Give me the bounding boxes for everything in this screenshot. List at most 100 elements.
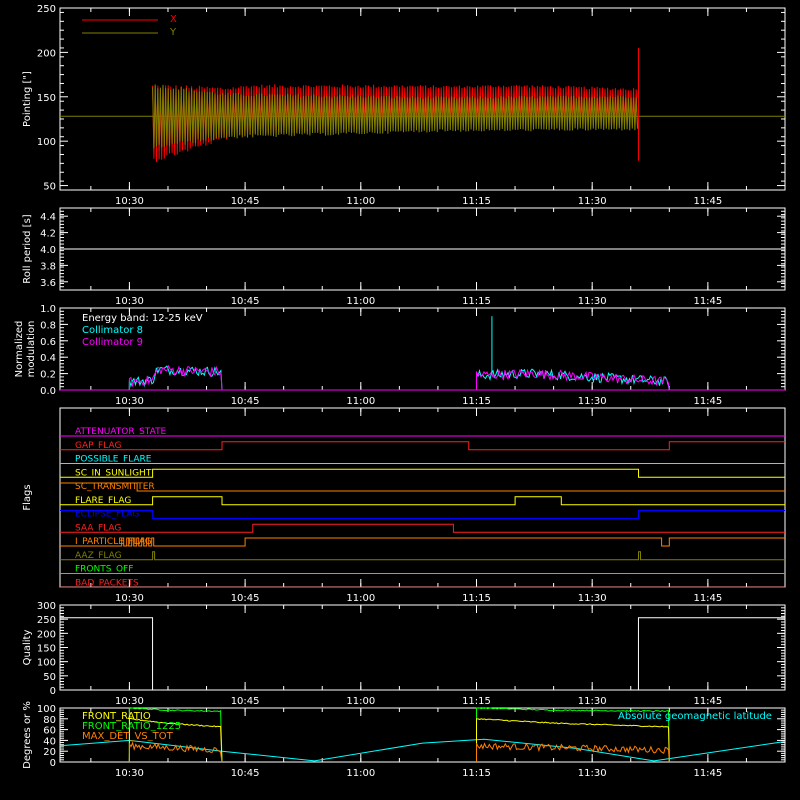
flag-row-sc_in_sunlight: SC_IN_SUNLIGHT — [60, 468, 785, 478]
geo-ratio-series-2 — [128, 741, 670, 763]
flags-xtick-2: 11:00 — [346, 593, 375, 604]
modulation-ytick-1: 0.2 — [40, 370, 56, 381]
quality-ylabel: Quality — [22, 630, 33, 666]
pointing-xtick-4: 11:30 — [578, 196, 607, 207]
geo-ratio-series-1 — [128, 718, 670, 763]
roll-xtick-3: 11:15 — [462, 296, 491, 307]
roll-xtick-5: 11:45 — [693, 296, 722, 307]
modulation-ylabel: modulation — [26, 321, 37, 378]
modulation-xtick-0: 10:30 — [115, 396, 144, 407]
pointing-xtick-5: 11:45 — [693, 196, 722, 207]
flag-row-bad_packets: BAD_PACKETS — [60, 578, 785, 588]
modulation-ytick-4: 0.8 — [40, 320, 56, 331]
pointing-xtick-0: 10:30 — [115, 196, 144, 207]
pointing-ylabel: Pointing ["] — [22, 71, 33, 127]
geo-ratio-series-0 — [128, 707, 670, 763]
flag-label-sc_in_sunlight: SC_IN_SUNLIGHT — [75, 468, 152, 478]
flag-label-bad_packets: BAD_PACKETS — [75, 578, 139, 588]
geo-ytick-2: 40 — [43, 736, 56, 747]
quality-ytick-0: 0 — [50, 686, 56, 697]
flag-label-gap_flag: GAP_FLAG — [75, 441, 121, 451]
geo-legend-2: MAX_DET_VS_TOT — [82, 731, 174, 742]
pointing-ytick-3: 200 — [37, 48, 56, 59]
flag-label-sc_transmitter: SC_TRANSMITTER — [75, 482, 155, 492]
modulation-ytick-5: 1.0 — [40, 304, 56, 315]
geo-frame — [59, 707, 786, 763]
quality-ytick-1: 50 — [43, 672, 56, 683]
quality-xtick-2: 11:00 — [346, 696, 375, 707]
pointing-ytick-2: 150 — [37, 93, 56, 104]
modulation-legend-1: Collimator 8 — [82, 325, 143, 336]
geo-ytick-3: 60 — [43, 726, 56, 737]
modulation-legend-0: Energy band: 12-25 keV — [82, 313, 203, 324]
flags-xtick-4: 11:30 — [578, 593, 607, 604]
quality-xtick-1: 10:45 — [231, 696, 260, 707]
geo-ylabel: Degrees or % — [22, 701, 33, 769]
geo-latitude-line — [59, 738, 786, 762]
pointing-frame — [59, 7, 786, 191]
pointing-ytick-4: 250 — [37, 4, 56, 15]
roll-xtick-2: 11:00 — [346, 296, 375, 307]
quality-ytick-5: 250 — [37, 615, 56, 626]
roll-ytick-2: 4.0 — [40, 245, 56, 256]
pointing-xtick-1: 10:45 — [231, 196, 260, 207]
roll-ytick-0: 3.6 — [40, 278, 56, 289]
flag-label-attenuator_state: ATTENUATOR_STATE — [75, 427, 167, 437]
roll-ytick-4: 4.4 — [40, 212, 56, 223]
geo-ytick-5: 100 — [37, 704, 56, 715]
geo-legend-1: FRONT_RATIO_1225 — [82, 721, 181, 732]
pointing-legend-X: X — [170, 14, 177, 25]
flag-label-i_particle_flag: I_PARTICLE_FLAG — [75, 537, 152, 547]
flag-label-possible_flare: POSSIBLE_FLARE — [75, 455, 152, 465]
geo-legend-0: FRONT_RATIO — [82, 711, 151, 722]
pointing-ytick-0: 50 — [43, 182, 56, 193]
modulation-xtick-2: 11:00 — [346, 396, 375, 407]
quality-ytick-4: 200 — [37, 629, 56, 640]
modulation-xtick-4: 11:30 — [578, 396, 607, 407]
modulation-series-collimator-9 — [128, 364, 670, 391]
roll-ytick-3: 4.2 — [40, 229, 56, 240]
geo-xtick-4: 11:30 — [578, 768, 607, 779]
geo-xtick-1: 10:45 — [231, 768, 260, 779]
modulation-xtick-5: 11:45 — [693, 396, 722, 407]
flag-row-sc_transmitter: SC_TRANSMITTER — [60, 482, 785, 492]
roll-ytick-1: 3.8 — [40, 261, 56, 272]
flag-label-flare_flag: FLARE_FLAG — [75, 496, 131, 506]
flag-label-saa_flag: SAA_FLAG — [75, 523, 121, 533]
pointing-xtick-3: 11:15 — [462, 196, 491, 207]
geo-xtick-0: 10:30 — [115, 768, 144, 779]
flag-row-saa_flag: SAA_FLAG — [60, 523, 785, 533]
quality-xtick-0: 10:30 — [115, 696, 144, 707]
flag-label-eclipse_flag: ECLIPSE_FLAG — [75, 510, 139, 520]
flags-xtick-5: 11:45 — [693, 593, 722, 604]
pointing-series-Y — [152, 84, 638, 149]
quality-ytick-6: 300 — [37, 601, 56, 612]
pointing-xtick-2: 11:00 — [346, 196, 375, 207]
flag-label-fronts_off: FRONTS_OFF — [75, 565, 133, 575]
roll-xtick-0: 10:30 — [115, 296, 144, 307]
modulation-ytick-2: 0.4 — [40, 353, 56, 364]
flags-panel: 10:30 10:45 11:00 11:15 11:30 11:45 Flags ATTEN… — [22, 407, 786, 604]
quality-xtick-4: 11:30 — [578, 696, 607, 707]
pointing-panel: 10:30 10:45 11:00 11:15 11:30 11:45 50 100 150 20… — [22, 4, 786, 207]
roll-panel: 10:30 10:45 11:00 11:15 11:30 11:45 3.6 3.8 4.0 4… — [22, 207, 786, 307]
modulation-xtick-1: 10:45 — [231, 396, 260, 407]
quality-line — [60, 617, 785, 691]
geo-ytick-4: 80 — [43, 715, 56, 726]
quality-panel: 10:30 10:45 11:00 11:15 11:30 11:45 0 50 100 150 2… — [22, 601, 786, 707]
quality-ytick-3: 150 — [37, 644, 56, 655]
geo-ytick-0: 0 — [50, 758, 56, 769]
geo-xtick-5: 11:45 — [693, 768, 722, 779]
flag-label-aaz_flag: AAZ_FLAG — [75, 551, 122, 561]
roll-xtick-1: 10:45 — [231, 296, 260, 307]
flags-xtick-3: 11:15 — [462, 593, 491, 604]
flags-ylabel: Flags — [22, 484, 33, 510]
pointing-ytick-1: 100 — [37, 137, 56, 148]
roll-ylabel: Roll period [s] — [22, 214, 33, 283]
roll-xtick-4: 11:30 — [578, 296, 607, 307]
flags-xtick-1: 10:45 — [231, 593, 260, 604]
flag-row-possible_flare: POSSIBLE_FLARE — [60, 455, 785, 465]
flag-row-flare_flag: FLARE_FLAG — [60, 496, 785, 506]
quality-xtick-3: 11:15 — [462, 696, 491, 707]
